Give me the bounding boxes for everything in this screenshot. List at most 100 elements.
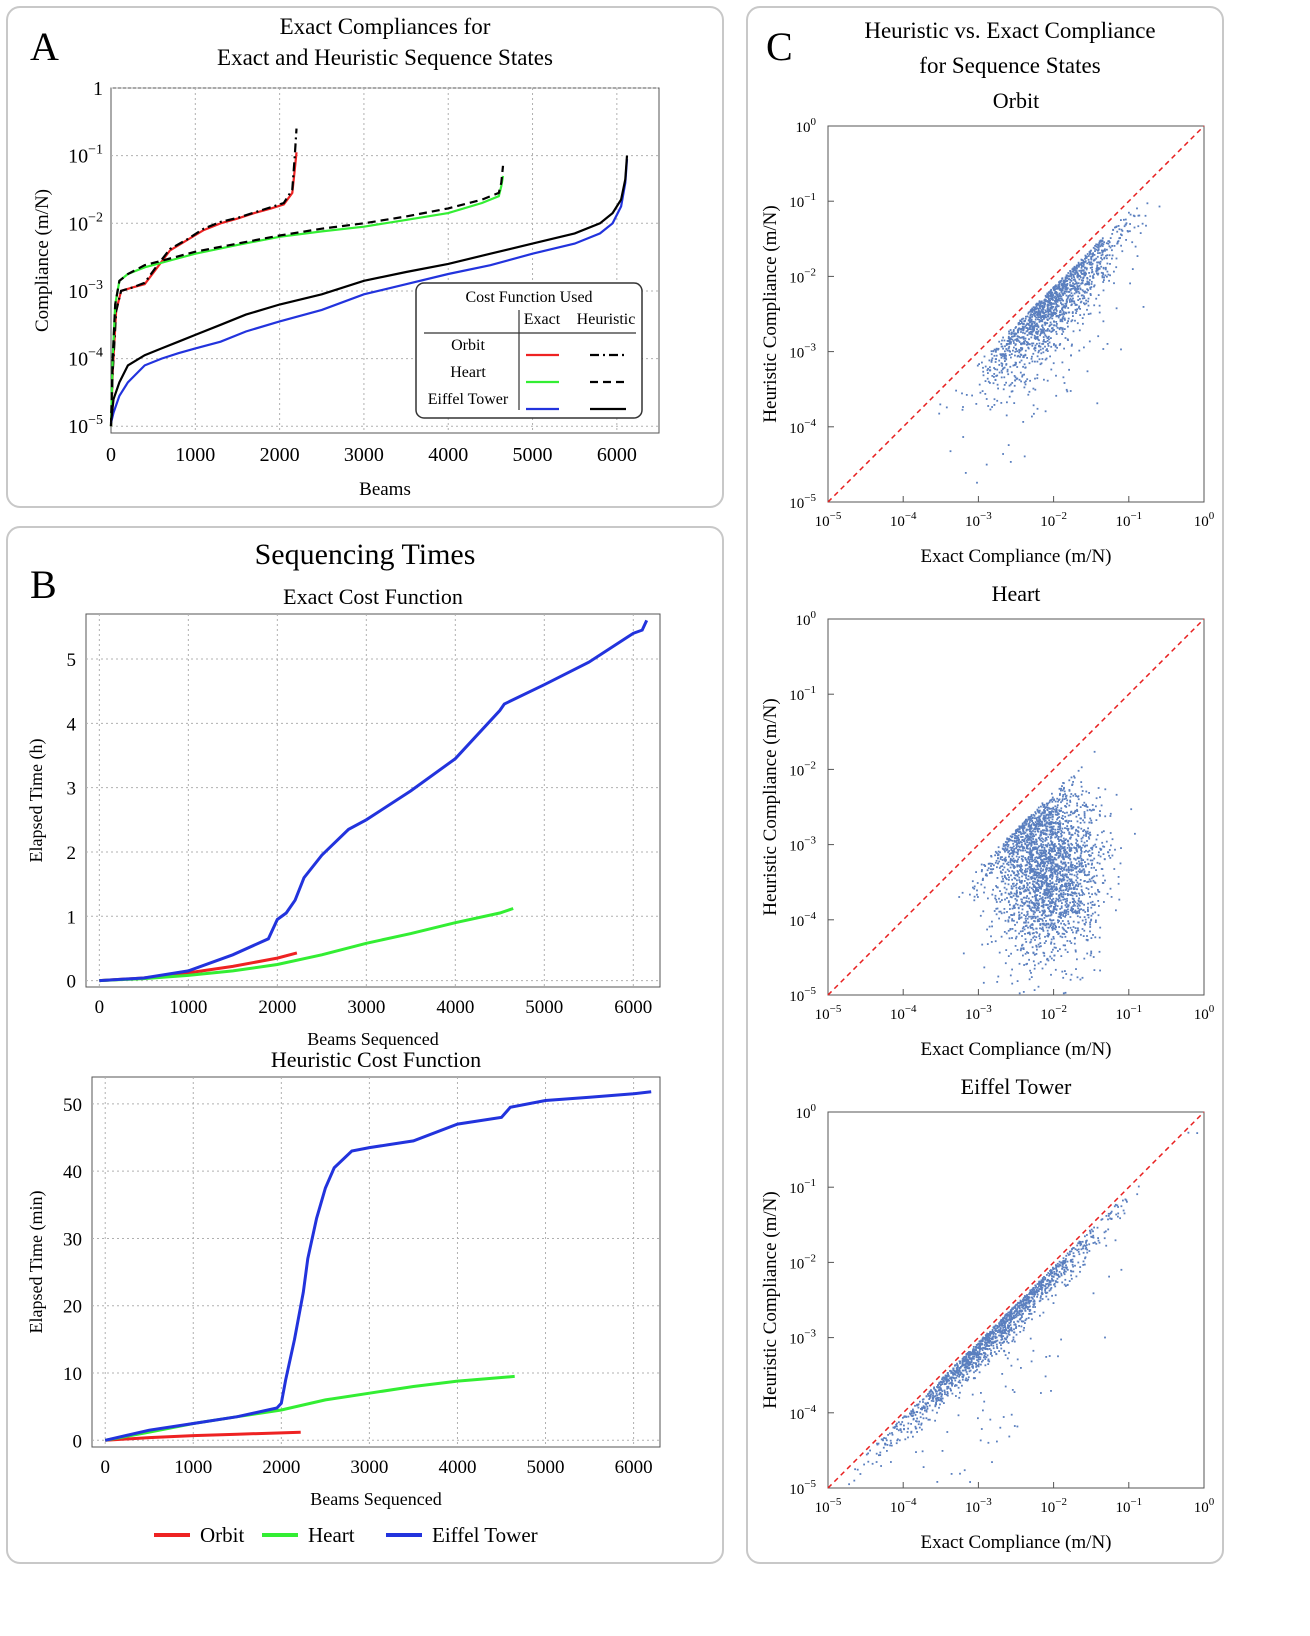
scatter-point — [1017, 331, 1020, 334]
scatter-point — [1019, 826, 1022, 829]
scatter-orbit: Orbit10−510−510−410−410−310−310−210−210−… — [760, 88, 1215, 567]
scatter-point — [1002, 1341, 1005, 1344]
scatter-point — [1058, 287, 1060, 289]
scatter-point — [1024, 332, 1026, 335]
scatter-point — [1004, 1327, 1007, 1330]
scatter-point — [1059, 849, 1062, 852]
scatter-point — [1052, 309, 1055, 312]
scatter-point — [1038, 873, 1040, 876]
scatter-point — [1034, 868, 1037, 871]
scatter-point — [1071, 1248, 1073, 1251]
scatter-point — [1058, 843, 1060, 845]
scatter-point — [1040, 300, 1043, 303]
scatter-point — [1055, 321, 1058, 323]
scatter-point — [1061, 884, 1063, 887]
scatter-point — [1067, 843, 1070, 846]
scatter-point — [1000, 402, 1003, 404]
scatter-point — [1001, 345, 1004, 348]
scatter-point — [1060, 295, 1063, 298]
scatter-point — [1053, 906, 1055, 908]
scatter-point — [1013, 877, 1016, 879]
scatter-point — [1093, 254, 1096, 256]
scatter-point — [972, 886, 974, 889]
scatter-point — [945, 1383, 947, 1385]
scatter-point — [983, 1354, 986, 1357]
scatter-point — [1053, 866, 1056, 869]
scatter-point — [1045, 853, 1048, 856]
scatter-point — [1006, 368, 1009, 371]
scatter-point — [1037, 868, 1040, 871]
scatter-point — [1057, 828, 1059, 831]
scatter-point — [1059, 854, 1062, 857]
scatter-point — [1061, 815, 1064, 817]
scatter-point — [1093, 857, 1096, 860]
scatter-point — [1054, 904, 1057, 906]
scatter-point — [991, 863, 994, 865]
scatter-point — [995, 350, 997, 353]
scatter-point — [996, 1339, 999, 1342]
scatter-point — [1058, 879, 1061, 881]
scatter-point — [1067, 854, 1070, 857]
scatter-point — [1068, 849, 1071, 851]
scatter-point — [1076, 830, 1079, 832]
scatter-point — [1048, 856, 1050, 859]
scatter-point — [1074, 911, 1077, 913]
scatter-point — [1089, 293, 1092, 295]
scatter-point — [1051, 327, 1054, 329]
scatter-point — [1017, 1320, 1020, 1323]
scatter-point — [1031, 849, 1033, 852]
scatter-point — [1096, 861, 1099, 864]
scatter-point — [1005, 363, 1008, 365]
x-tick-label: 10−2 — [1040, 1003, 1067, 1023]
scatter-point — [1074, 950, 1077, 953]
scatter-point — [1003, 844, 1006, 847]
scatter-point — [1052, 868, 1054, 870]
scatter-point — [1020, 845, 1023, 848]
scatter-point — [1044, 817, 1047, 820]
scatter-point — [1048, 801, 1051, 804]
scatter-point — [1091, 904, 1094, 906]
scatter-point — [1048, 811, 1051, 814]
scatter-point — [1019, 888, 1021, 890]
scatter-point — [1022, 338, 1025, 340]
scatter-point — [1029, 816, 1032, 818]
scatter-point — [1070, 869, 1073, 872]
scatter-point — [950, 1389, 952, 1392]
scatter-point — [1025, 897, 1028, 899]
scatter-point — [1059, 852, 1062, 855]
scatter-point — [996, 399, 999, 402]
scatter-point — [1069, 294, 1071, 297]
scatter-point — [1043, 899, 1046, 902]
scatter-point — [1089, 901, 1092, 904]
scatter-point — [1009, 383, 1012, 386]
scatter-point — [895, 1442, 898, 1445]
scatter-point — [1094, 936, 1097, 939]
scatter-point — [1050, 911, 1052, 913]
chart-title: Eiffel Tower — [961, 1074, 1072, 1099]
scatter-point — [1058, 847, 1061, 850]
scatter-point — [1083, 346, 1085, 349]
scatter-point — [1084, 291, 1086, 294]
scatter-point — [1124, 223, 1127, 226]
scatter-point — [1019, 355, 1021, 358]
scatter-point — [1104, 815, 1107, 818]
scatter-point — [1084, 267, 1086, 269]
scatter-point — [1066, 799, 1069, 802]
scatter-point — [1043, 829, 1046, 832]
y-axis-label: Elapsed Time (min) — [26, 1190, 47, 1333]
scatter-point — [1028, 838, 1031, 841]
scatter-point — [1073, 776, 1076, 779]
scatter-point — [1009, 1318, 1012, 1320]
scatter-point — [1025, 315, 1027, 318]
scatter-point — [1005, 877, 1007, 880]
scatter-point — [1048, 821, 1050, 824]
scatter-point — [1091, 262, 1094, 265]
scatter-point — [1027, 324, 1030, 326]
scatter-point — [1048, 1283, 1051, 1285]
scatter-point — [993, 348, 996, 351]
scatter-point — [1061, 799, 1064, 802]
scatter-point — [1045, 802, 1048, 805]
scatter-point — [1052, 828, 1055, 831]
scatter-point — [1087, 916, 1090, 919]
scatter-point — [992, 382, 995, 385]
